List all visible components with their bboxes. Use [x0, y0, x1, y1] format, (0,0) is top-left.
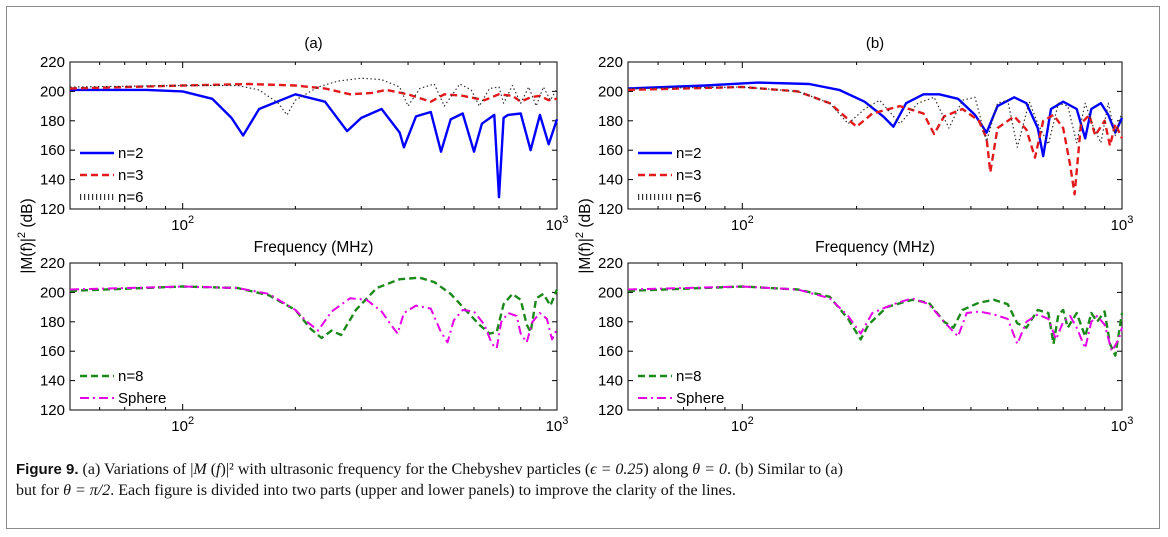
y-tick-label: 140: [40, 373, 65, 390]
chart-panel-1: 120 140 160 180 200 220 102 103 n=2 n=3 n=6 (b) Freq…: [574, 35, 1133, 274]
legend-label: n=6: [118, 189, 143, 206]
y-tick-label: 200: [598, 284, 623, 301]
y-tick-label: 220: [40, 54, 65, 71]
series-line-sphere: [627, 285, 1123, 353]
series-line-n-2: [70, 88, 559, 199]
caption-theta-pi2: θ = π/2: [63, 482, 111, 499]
panel-title: (a): [304, 35, 322, 52]
x-tick-label: 102: [731, 214, 754, 234]
figure-caption: Figure 9. (a) Variations of |M (f)|² wit…: [16, 461, 843, 499]
y-tick-label: 160: [598, 142, 623, 159]
series-line-n-6: [627, 86, 1123, 148]
chart-panel-0: 120 140 160 180 200 220 102 103 n=2 n=3 n=6 (a) Freq…: [16, 35, 568, 274]
caption-text-b2: . Each figure is divided into two parts …: [110, 482, 736, 499]
plot-area-frame: [627, 262, 1123, 411]
figure-9-charts: 120 140 160 180 200 220 102 103 n=2 n=3 n=6 (a) Freq…: [16, 35, 1133, 435]
caption-label: Figure 9.: [16, 461, 79, 478]
series-line-n-2: [627, 81, 1124, 158]
plot-area-frame: [69, 61, 558, 210]
series-line-sphere: [69, 285, 558, 350]
caption-f: f: [216, 461, 221, 478]
caption-text-a3: ) along: [643, 461, 693, 478]
y-tick-label: 160: [40, 343, 65, 360]
y-tick-label: 200: [40, 83, 65, 100]
legend-label: n=3: [118, 167, 143, 184]
series-line-n-3: [627, 85, 1124, 196]
y-tick-label: 200: [40, 284, 65, 301]
series-line-n-3: [69, 82, 558, 103]
legend-label: n=3: [676, 167, 701, 184]
legend-label: n=2: [118, 145, 143, 162]
y-tick-label: 140: [40, 172, 65, 189]
caption-text-a1: (a) Variations of |: [82, 461, 194, 478]
y-tick-label: 140: [598, 373, 623, 390]
legend-label: n=2: [676, 145, 701, 162]
caption-theta-zero: θ = 0: [692, 461, 727, 478]
panel-title: (b): [866, 35, 884, 52]
y-tick-label: 160: [598, 343, 623, 360]
y-tick-label: 120: [40, 402, 65, 419]
y-tick-label: 180: [40, 113, 65, 130]
y-tick-label: 120: [598, 402, 623, 419]
x-tick-label: 102: [731, 415, 754, 435]
legend-label: n=6: [676, 189, 701, 206]
caption-m: M: [193, 461, 207, 478]
y-tick-label: 180: [598, 113, 623, 130]
series-line-n-6: [69, 77, 558, 116]
y-tick-label: 120: [598, 201, 623, 218]
x-tick-label: 103: [546, 415, 569, 435]
x-tick-label: 103: [546, 214, 569, 234]
x-axis-label: Frequency (MHz): [254, 239, 374, 256]
y-tick-label: 220: [598, 54, 623, 71]
caption-text-b1: but for: [16, 482, 64, 499]
plot-area-frame: [627, 61, 1123, 210]
caption-text-a2: |² with ultrasonic frequency for the Che…: [225, 461, 591, 478]
y-tick-label: 160: [40, 142, 65, 159]
legend-label: Sphere: [118, 390, 166, 407]
series-line-n-8: [627, 285, 1124, 357]
plot-area-frame: [69, 262, 558, 411]
caption-epsilon: ϵ = 0.25: [590, 461, 644, 478]
figure-frame: [6, 6, 1160, 529]
x-tick-label: 103: [1111, 214, 1134, 234]
y-tick-label: 220: [598, 255, 623, 272]
y-tick-label: 120: [40, 201, 65, 218]
chart-panel-3: 120 140 160 180 200 220 102 103 n=8 Sphere: [598, 255, 1133, 435]
x-tick-label: 102: [171, 214, 194, 234]
legend-label: n=8: [118, 368, 143, 385]
caption-text-a4: . (b) Similar to (a): [726, 461, 843, 478]
y-tick-label: 200: [598, 83, 623, 100]
legend-label: n=8: [676, 368, 701, 385]
y-tick-label: 180: [598, 314, 623, 331]
series-line-n-8: [69, 276, 559, 340]
y-tick-label: 140: [598, 172, 623, 189]
legend-label: Sphere: [676, 390, 724, 407]
x-tick-label: 103: [1111, 415, 1134, 435]
y-axis-label: |M(f)|2 (dB): [16, 198, 36, 273]
x-axis-label: Frequency (MHz): [815, 239, 935, 256]
x-tick-label: 102: [171, 415, 194, 435]
y-tick-label: 180: [40, 314, 65, 331]
y-tick-label: 220: [40, 255, 65, 272]
chart-panel-2: 120 140 160 180 200 220 102 103 n=8 Sphere: [40, 255, 568, 435]
y-axis-label: |M(f)|2 (dB): [574, 198, 594, 273]
